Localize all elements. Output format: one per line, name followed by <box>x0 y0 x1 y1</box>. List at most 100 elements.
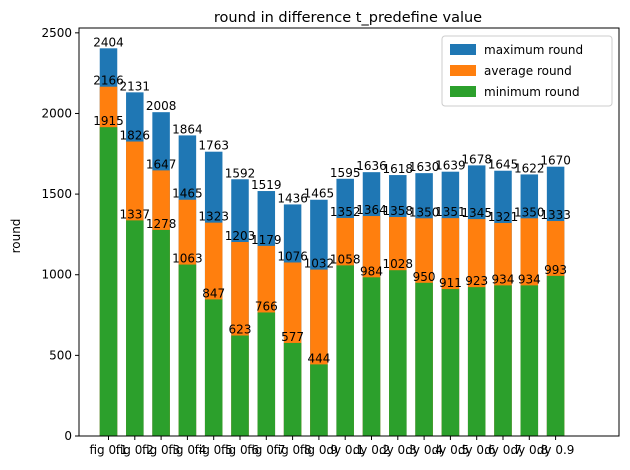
data-label: 911 <box>439 276 462 290</box>
data-label: 1519 <box>251 178 282 192</box>
x-tick-label: dy 0.8 <box>510 443 548 457</box>
plot-frame <box>78 27 620 437</box>
x-tick-label: fig 0.7 <box>247 443 285 457</box>
y-axis: 0 500 1000 1500 2000 2500 <box>41 26 79 443</box>
data-label: 1337 <box>120 207 151 221</box>
data-label: 1350 <box>514 205 545 219</box>
value-labels-layer: 2404213120081864176315921519143614651595… <box>93 35 571 365</box>
data-label: 1333 <box>540 208 571 222</box>
bar <box>336 265 354 436</box>
data-label: 2166 <box>93 74 124 88</box>
bar <box>546 275 565 436</box>
x-tick-label: dy 0.7 <box>484 443 522 457</box>
x-tick-label: fig 0.2 <box>116 443 154 457</box>
legend: maximum round average round minimum roun… <box>441 35 613 107</box>
data-label: 1179 <box>251 233 282 247</box>
data-label: 1826 <box>120 129 151 143</box>
bar <box>441 289 460 436</box>
data-label: 1639 <box>435 159 466 173</box>
chart-title: round in difference t_predefine value <box>214 10 482 26</box>
bar <box>204 299 223 436</box>
x-tick-label: fig 0.1 <box>89 443 127 457</box>
x-tick-label: dy 0.6 <box>458 443 496 457</box>
data-label: 444 <box>307 351 330 365</box>
data-label: 1618 <box>383 162 414 176</box>
bar <box>178 264 197 436</box>
data-label: 923 <box>465 274 488 288</box>
data-label: 1203 <box>225 229 256 243</box>
data-label: 1032 <box>304 257 335 271</box>
data-label: 1278 <box>146 217 177 231</box>
bar <box>467 287 486 436</box>
y-tick-label: 0 <box>64 429 72 443</box>
bar <box>362 277 381 436</box>
bar <box>494 285 512 436</box>
data-label: 1345 <box>461 206 492 220</box>
bar <box>389 270 407 436</box>
data-label: 984 <box>360 264 383 278</box>
data-label: 950 <box>413 270 436 284</box>
data-label: 1063 <box>172 252 203 266</box>
data-label: 1645 <box>488 158 519 172</box>
data-label: 1028 <box>383 257 414 271</box>
x-tick-label: fig 0.8 <box>274 443 312 457</box>
data-label: 1364 <box>356 203 387 217</box>
data-label: 1465 <box>172 187 203 201</box>
legend-swatch <box>450 65 476 76</box>
legend-label: maximum round <box>484 43 583 57</box>
bar <box>231 335 249 436</box>
bar <box>310 364 328 436</box>
data-label: 2404 <box>93 35 124 49</box>
x-tick-label: dy 0.5 <box>432 443 470 457</box>
data-label: 1058 <box>330 252 361 266</box>
bars-layer <box>99 48 565 437</box>
data-label: 1352 <box>330 205 361 219</box>
x-tick-label: dy 0.2 <box>353 443 391 457</box>
bar <box>520 285 539 436</box>
data-label: 1465 <box>304 187 335 201</box>
x-tick-label: fig 0.4 <box>168 443 206 457</box>
data-label: 993 <box>544 263 567 277</box>
data-label: 1630 <box>409 160 440 174</box>
data-label: 934 <box>492 272 515 286</box>
legend-label: average round <box>484 64 572 78</box>
data-label: 1321 <box>488 210 519 224</box>
data-label: 1595 <box>330 166 361 180</box>
data-label: 1670 <box>540 154 571 168</box>
data-label: 1622 <box>514 161 545 175</box>
data-label: 1350 <box>409 205 440 219</box>
y-axis-label: round <box>9 219 23 254</box>
data-label: 847 <box>202 286 225 300</box>
bar <box>152 229 170 436</box>
bar <box>283 342 302 436</box>
x-tick-label: dy 0.1 <box>326 443 364 457</box>
data-label: 1076 <box>277 249 308 263</box>
data-label: 577 <box>281 330 304 344</box>
data-label: 623 <box>229 323 252 337</box>
data-label: 1323 <box>198 210 229 224</box>
legend-box <box>441 35 613 107</box>
x-tick-label: fig 0.9 <box>300 443 338 457</box>
x-tick-label: fig 0.5 <box>195 443 233 457</box>
data-label: 1592 <box>225 166 256 180</box>
y-tick-label: 2500 <box>41 26 72 40</box>
data-label: 1436 <box>277 191 308 205</box>
bar <box>257 312 276 436</box>
x-tick-label: dy 0.3 <box>379 443 417 457</box>
legend-swatch <box>450 44 476 55</box>
data-label: 2131 <box>120 79 151 93</box>
data-label: 1763 <box>198 139 229 153</box>
x-tick-label: fig 0.3 <box>142 443 180 457</box>
data-label: 1647 <box>146 157 177 171</box>
legend-swatch <box>450 86 476 97</box>
legend-label: minimum round <box>484 85 580 99</box>
bar <box>415 282 433 436</box>
bar <box>126 220 144 436</box>
data-label: 766 <box>255 299 278 313</box>
data-label: 1636 <box>356 159 387 173</box>
data-label: 1358 <box>383 204 414 218</box>
bar <box>99 127 118 437</box>
y-tick-label: 500 <box>49 348 72 362</box>
